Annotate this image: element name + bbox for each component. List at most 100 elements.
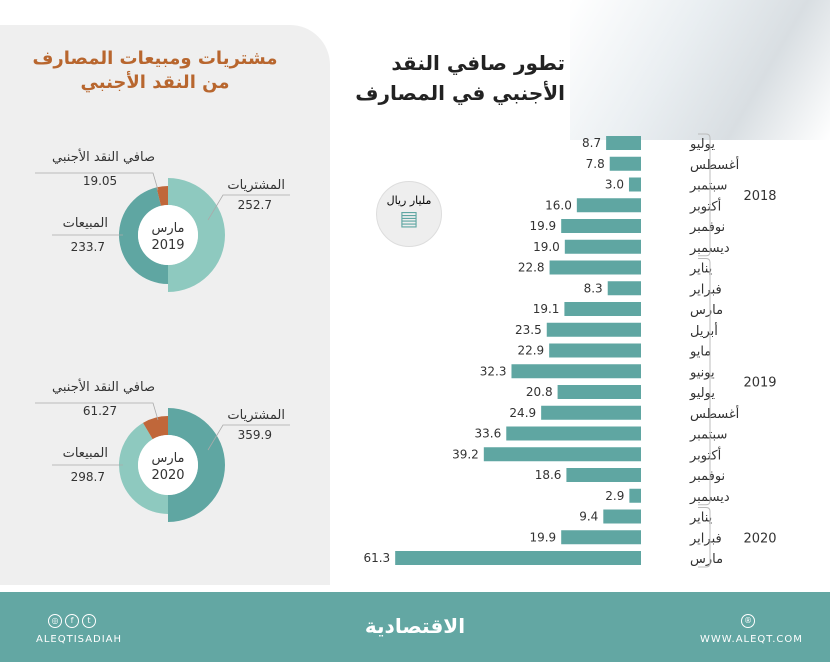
footer: ◎ f t ALEQTISADIAH الاقتصادية ® WWW.ALEQ… — [0, 592, 830, 662]
sales-label: المبيعات — [63, 216, 108, 231]
bar-value-label: 39.2 — [452, 447, 479, 461]
bar-value-label: 9.4 — [579, 510, 598, 524]
month-label: فبراير — [689, 282, 722, 297]
bar — [549, 260, 641, 275]
donut-center-month: مارس — [151, 451, 184, 466]
bar-value-label: 19.1 — [533, 302, 560, 316]
net-value: 19.05 — [83, 174, 117, 188]
month-label: يونيو — [689, 365, 715, 380]
main-title-line2: الأجنبي في المصارف — [355, 81, 565, 105]
bar-value-label: 19.9 — [529, 219, 556, 233]
month-label: أكتوبر — [689, 446, 721, 463]
month-label: يناير — [689, 511, 713, 526]
donut-slice-purchases — [168, 408, 225, 522]
donut-slice-purchases — [168, 178, 225, 292]
bar-value-label: 22.9 — [517, 344, 544, 358]
bar — [546, 322, 641, 337]
purchases-label: المشتريات — [227, 178, 285, 193]
month-label: يوليو — [689, 386, 715, 401]
website-link[interactable]: WWW.ALEQT.COM — [700, 634, 803, 645]
bar-value-label: 19.0 — [533, 240, 560, 254]
bar — [483, 447, 641, 462]
bar-value-label: 3.0 — [605, 178, 624, 192]
bar-value-label: 33.6 — [475, 427, 502, 441]
bar-value-label: 23.5 — [515, 323, 542, 337]
net-value: 61.27 — [83, 404, 117, 418]
bar — [628, 177, 641, 192]
bar — [576, 198, 641, 213]
year-bracket — [698, 258, 711, 506]
month-label: مارس — [690, 552, 723, 567]
donut-slice-sales — [118, 187, 168, 284]
net-label: صافي النقد الأجنبي — [52, 148, 155, 165]
leader-line-purchases — [207, 194, 290, 221]
instagram-icon[interactable]: ◎ — [48, 614, 62, 628]
month-label: نوفمبر — [689, 220, 725, 235]
bar-value-label: 20.8 — [526, 385, 553, 399]
bar — [506, 426, 641, 441]
month-label: سبتمبر — [689, 428, 727, 443]
month-label: أكتوبر — [689, 197, 721, 214]
month-label: نوفمبر — [689, 469, 725, 484]
bar-value-label: 18.6 — [535, 468, 562, 482]
unit-badge: مليار ريال ▤ — [376, 181, 442, 247]
bar — [541, 405, 641, 420]
bar — [549, 343, 641, 358]
bar — [561, 219, 641, 233]
leader-line-purchases — [207, 424, 290, 451]
year-bracket — [698, 133, 711, 257]
bar — [606, 136, 641, 150]
purchases-value: 252.7 — [238, 198, 272, 212]
bar — [566, 468, 641, 482]
money-stack-icon: ▤ — [399, 206, 419, 230]
bar — [607, 281, 641, 296]
donut-slice-sales — [119, 422, 168, 514]
donut-center-month: مارس — [151, 221, 184, 236]
month-label: يناير — [689, 262, 713, 277]
bar-value-label: 8.3 — [584, 281, 603, 295]
month-label: مارس — [690, 303, 723, 318]
bar-value-label: 61.3 — [363, 551, 390, 565]
month-label: فبراير — [689, 531, 722, 546]
donut-hole — [138, 435, 198, 495]
month-label: ديسمبر — [689, 490, 730, 505]
bar — [564, 239, 641, 254]
unit-label: مليار ريال — [386, 194, 432, 207]
month-label: سبتمبر — [689, 179, 727, 194]
month-label: مايو — [689, 345, 711, 360]
bar-value-label: 16.0 — [545, 198, 572, 212]
donut-slice-net — [156, 186, 168, 206]
bar — [561, 530, 641, 545]
year-label: 2020 — [743, 531, 776, 546]
donut-slice-net — [143, 416, 168, 440]
bar — [629, 488, 641, 503]
globe-icon: ® — [741, 614, 755, 628]
bar-value-label: 32.3 — [480, 364, 507, 378]
bar-value-label: 24.9 — [509, 406, 536, 420]
social-icons: ◎ f t — [48, 614, 96, 628]
bar — [564, 302, 641, 316]
main-title-line1: تطور صافي النقد — [391, 51, 565, 75]
donut-charts: مارس 2019 المشتريات 252.7 المبيعات 233.7 صافي … — [35, 148, 290, 522]
bar — [609, 156, 641, 171]
purchases-value: 359.9 — [238, 428, 272, 442]
month-label: ديسمبر — [689, 241, 730, 256]
brand-logo: الاقتصادية — [364, 614, 466, 638]
month-label: أغسطس — [690, 405, 739, 422]
bar — [557, 385, 641, 399]
donut-hole — [138, 205, 198, 265]
sales-label: المبيعات — [63, 446, 108, 461]
twitter-icon[interactable]: t — [82, 614, 96, 628]
month-label: يوليو — [689, 137, 715, 152]
panel-title-line2: من النقد الأجنبي — [80, 72, 230, 93]
leader-line-net — [35, 402, 159, 421]
bar — [511, 364, 641, 379]
bar — [395, 551, 641, 565]
social-handle[interactable]: ALEQTISADIAH — [36, 634, 123, 645]
facebook-icon[interactable]: f — [65, 614, 79, 628]
net-label: صافي النقد الأجنبي — [52, 378, 155, 395]
purchases-label: المشتريات — [227, 408, 285, 423]
bar-value-label: 2.9 — [605, 489, 624, 503]
donut-center-year: 2020 — [151, 468, 184, 483]
month-label: أغسطس — [690, 156, 739, 173]
